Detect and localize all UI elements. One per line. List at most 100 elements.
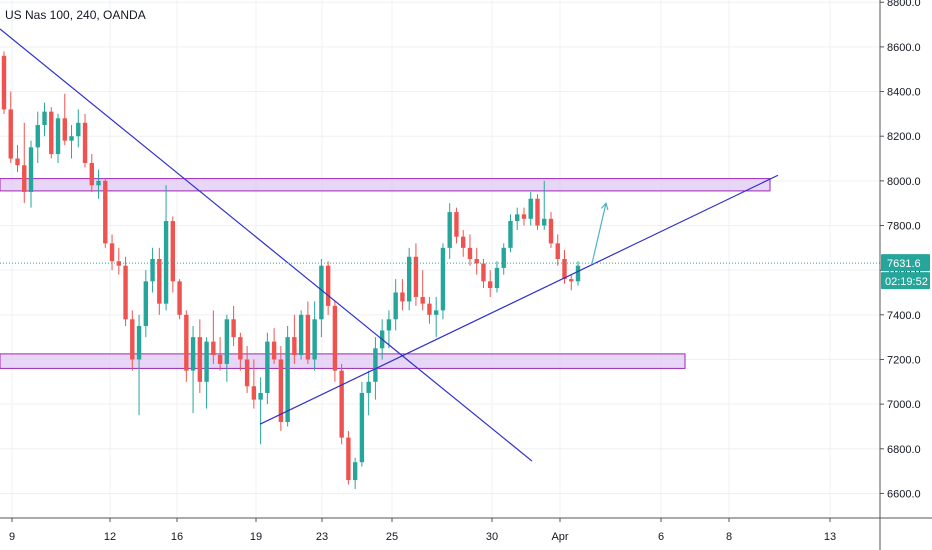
candle-body [359,392,365,463]
symbol-text: US Nas 100, 240, OANDA [5,8,146,22]
countdown-label: 02:19:52 [885,276,928,288]
y-tick-label: 8800.0 [887,0,921,9]
candle-body [528,198,533,219]
y-tick-label: 8200.0 [887,131,921,143]
y-tick-label: 7800.0 [887,221,921,233]
candle-body [130,319,135,360]
candle-body [82,122,88,163]
candle-body [373,348,378,382]
candle-body [170,221,176,282]
candles [1,51,581,489]
x-tick-label: 8 [726,531,732,543]
candle-body [413,256,419,297]
drawings [0,28,880,462]
candle-body [501,247,506,268]
last-price-label: 7631.6 [887,258,921,270]
symbol-legend: US Nas 100, 240, OANDA [5,8,146,22]
y-tick-label: 6600.0 [887,488,921,500]
trendline [0,28,533,462]
candle-body [319,265,324,320]
support-resistance-zone [0,178,771,192]
candle-body [143,281,149,326]
candle-body [244,359,250,387]
candle-body [163,221,169,304]
candle-body [555,243,560,259]
candle-body [461,236,466,248]
candle-body [204,341,209,382]
candle-body [271,341,277,360]
candle-body [346,437,351,481]
candle-body [42,111,47,126]
candle-body [1,55,7,110]
horizontal-zones [0,178,771,369]
y-tick-label: 8600.0 [887,42,921,54]
x-tick-label: 19 [250,531,262,543]
candle-body [352,462,358,481]
y-tick-label: 7000.0 [887,399,921,411]
y-tick-label: 8000.0 [887,176,921,188]
candle-body [312,319,317,360]
candle-body [190,337,196,371]
x-tick-label: 23 [316,531,328,543]
candle-body [562,259,567,280]
candle-body [136,325,142,360]
trendline [259,174,779,425]
y-tick-label: 7400.0 [887,310,921,322]
x-tick-label: 25 [386,531,398,543]
x-tick-label: 6 [658,531,664,543]
candle-body [238,337,243,360]
candle-body [231,319,236,338]
candle-body [440,247,446,311]
candle-body [184,314,189,371]
candle-body [339,370,344,438]
candle-body [211,341,216,356]
candle-body [69,136,74,141]
candle-body [542,218,547,226]
candle-body [325,265,331,306]
candle-body [467,247,473,259]
candle-body [427,303,432,315]
candle-body [400,292,405,302]
candle-body [474,259,479,264]
candle-body [265,341,270,393]
x-tick-label: 13 [824,531,836,543]
time-axis-bg [0,518,932,550]
y-tick-label: 8400.0 [887,87,921,99]
candle-body [488,281,493,289]
candle-body [433,310,439,315]
candle-body [569,279,574,282]
candle-body [454,212,459,237]
last-price-tag [881,254,930,272]
candle-body [96,180,101,186]
candle-body [217,355,223,364]
x-tick-label: Apr [551,531,568,543]
candle-body [508,221,513,248]
candle-body [332,305,338,371]
candle-body [447,212,452,248]
candle-body [278,359,284,422]
candle-body [8,109,13,159]
x-tick-label: 30 [486,531,498,543]
candle-body [15,158,20,166]
candle-body [366,381,371,393]
candle-body [386,319,392,331]
candle-body [515,214,520,222]
candle-body [305,314,311,360]
candle-body [393,292,398,320]
candle-body [55,118,61,155]
x-tick-label: 12 [104,531,116,543]
y-tick-label: 6800.0 [887,444,921,456]
candle-body [76,122,81,137]
candle-body [150,259,155,282]
candle-body [116,261,121,266]
candle-body [285,337,290,422]
candle-body [35,125,40,148]
projection-arrow-head [600,201,609,211]
candle-body [535,198,540,226]
candle-body [22,165,27,193]
candle-body [177,281,182,315]
candle-body [28,147,34,193]
candle-body [224,319,230,364]
